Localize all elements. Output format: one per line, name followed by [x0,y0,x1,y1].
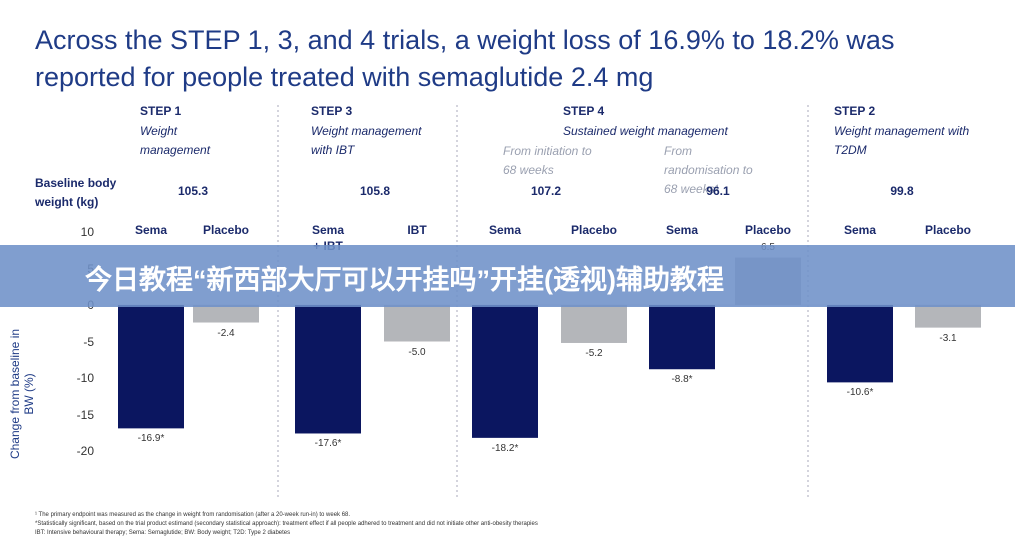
group-subtitle: Weight management [140,124,211,157]
bar [384,305,450,342]
bar [193,305,259,323]
bar [915,305,981,328]
y-tick-label: -20 [76,444,94,458]
group-name: STEP 1 [140,104,182,118]
chart-title: Across the STEP 1, 3, and 4 trials, a we… [35,25,895,92]
value-label: -18.2* [491,442,519,454]
footnote: ¹ The primary endpoint was measured as t… [35,512,351,518]
footnote: IBT: Intensive behavioural therapy; Sema… [35,530,291,536]
x-tick-label: Sema [134,223,168,237]
value-label: -17.6* [314,438,342,450]
baseline-value: 99.8 [890,184,914,198]
group-subtitle: Weight management with IBT [311,124,422,157]
x-tick-label: Placebo [924,223,972,237]
value-label: -8.8* [671,374,693,386]
group-name: STEP 2 [834,104,876,118]
period-label: From randomisation to 68 weeks¹ [664,144,753,196]
banner [0,245,1015,307]
baseline-value: 107.2 [530,184,562,198]
y-tick-label: -15 [76,407,94,422]
group-name: STEP 3 [311,104,353,118]
x-tick-label: Sema [843,223,877,237]
y-tick-label: -10 [76,371,94,385]
y-tick-label: -5 [83,334,94,349]
y-tick-label: 10 [80,225,94,239]
x-tick-label: Sema [665,223,699,237]
y-axis-title: Change from baseline in BW (%) [8,328,36,460]
value-label: -16.9* [137,433,165,445]
bar [649,305,715,370]
value-label: -10.6* [846,387,874,399]
period-label: From initiation to 68 weeks [503,144,592,177]
baseline-label: Baseline body weight (kg) [35,176,117,209]
x-tick-label: Placebo [744,223,792,237]
bar [295,305,361,434]
banner-text: 今日教程“新西部大厅可以开挂吗”开挂(透视)辅助教程 [85,265,724,295]
bar [472,305,538,438]
bar [118,305,184,429]
baseline-value: 96.1 [706,184,730,198]
x-tick-label: Sema [488,223,522,237]
x-tick-label: Placebo [570,223,618,237]
bar [561,305,627,343]
value-label: -2.4 [217,327,235,339]
group-subtitle: Weight management with T2DM [834,124,970,157]
x-tick-label: IBT [407,223,427,237]
baseline-value: 105.8 [359,184,391,198]
value-label: -5.2 [585,347,603,359]
group-name: STEP 4 [563,104,605,118]
x-tick-label: Placebo [202,223,250,237]
bar [827,305,893,383]
group-subtitle: Sustained weight management [563,124,728,138]
value-label: -5.0 [408,346,426,358]
value-label: -3.1 [939,332,957,344]
baseline-value: 105.3 [177,184,209,198]
footnote: *Statistically significant, based on the… [35,521,538,527]
